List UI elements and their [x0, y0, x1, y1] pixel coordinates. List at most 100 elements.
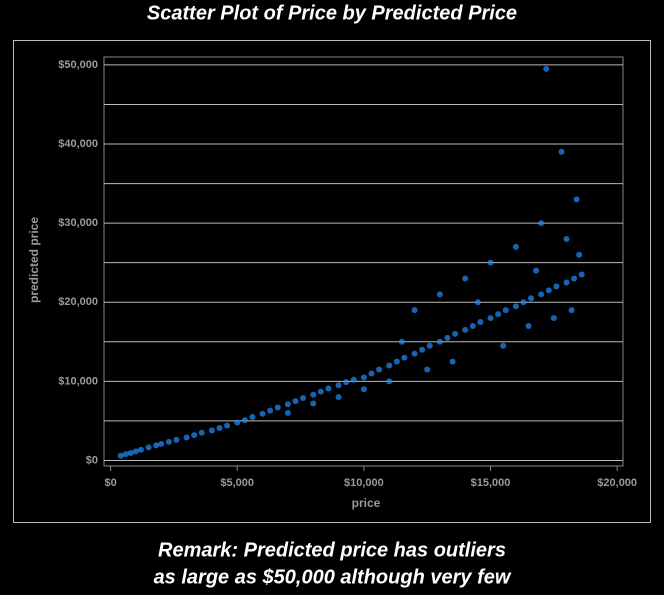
point	[274, 404, 281, 411]
point	[533, 267, 540, 274]
point	[462, 326, 469, 333]
point	[477, 319, 484, 326]
point	[122, 451, 129, 458]
point	[545, 287, 552, 294]
point	[525, 322, 532, 329]
point	[191, 432, 198, 439]
point	[325, 385, 332, 392]
point	[368, 370, 375, 377]
y-tick-label: $40,000	[58, 138, 98, 150]
point	[543, 65, 550, 72]
point	[335, 394, 342, 401]
point	[165, 438, 172, 445]
point	[132, 448, 139, 455]
point	[553, 283, 560, 290]
point	[563, 279, 570, 286]
point	[419, 346, 426, 353]
point	[117, 452, 124, 459]
point	[563, 235, 570, 242]
point	[398, 338, 405, 345]
point	[393, 358, 400, 365]
point	[158, 440, 165, 447]
point	[234, 419, 241, 426]
chart-title: Scatter Plot of Price by Predicted Price	[147, 2, 517, 24]
point	[224, 422, 231, 429]
point	[343, 379, 350, 386]
point	[512, 303, 519, 310]
point	[317, 388, 324, 395]
point	[411, 307, 418, 314]
point	[300, 394, 307, 401]
point	[469, 322, 476, 329]
point	[267, 407, 274, 414]
point	[436, 338, 443, 345]
point	[183, 434, 190, 441]
point	[198, 429, 205, 436]
point	[495, 311, 502, 318]
point	[249, 413, 256, 420]
point	[538, 220, 545, 227]
point	[528, 295, 535, 302]
point	[573, 196, 580, 203]
point	[292, 398, 299, 405]
point	[576, 251, 583, 258]
remark: Remark: Predicted price has outliers	[158, 539, 506, 561]
point	[284, 409, 291, 416]
point	[487, 259, 494, 266]
point	[386, 362, 393, 369]
point	[386, 378, 393, 385]
x-tick-label: $20,000	[597, 477, 637, 489]
point	[578, 271, 585, 278]
point	[216, 425, 223, 432]
x-tick-label: $10,000	[344, 477, 384, 489]
point	[310, 391, 317, 398]
point	[360, 374, 367, 381]
point	[520, 299, 527, 306]
point	[449, 358, 456, 365]
point	[284, 401, 291, 408]
y-axis-label: predicted price	[27, 217, 41, 303]
point	[241, 417, 248, 424]
point	[550, 315, 557, 322]
point	[500, 342, 507, 349]
point	[411, 350, 418, 357]
y-tick-label: $30,000	[58, 217, 98, 229]
point	[487, 315, 494, 322]
point	[335, 382, 342, 389]
x-axis-label: price	[352, 496, 381, 510]
y-tick-label: $50,000	[58, 59, 98, 71]
point	[350, 376, 357, 383]
chart-frame	[13, 40, 651, 523]
point	[426, 342, 433, 349]
x-tick-label: $15,000	[471, 477, 511, 489]
y-tick-label: $10,000	[58, 375, 98, 387]
point	[310, 400, 317, 407]
point	[401, 354, 408, 361]
point	[145, 444, 152, 451]
y-tick-label: $20,000	[58, 296, 98, 308]
point	[376, 366, 383, 373]
point	[444, 334, 451, 341]
y-tick-label: $0	[86, 454, 98, 466]
point	[568, 307, 575, 314]
point	[538, 291, 545, 298]
point	[452, 330, 459, 337]
point	[259, 410, 266, 417]
point	[436, 291, 443, 298]
point	[512, 243, 519, 250]
x-tick-label: $0	[104, 477, 116, 489]
point	[558, 148, 565, 155]
point	[462, 275, 469, 282]
point	[208, 427, 215, 434]
remark: as large as $50,000 although very few	[154, 566, 512, 588]
point	[360, 386, 367, 393]
point	[153, 442, 160, 449]
point	[502, 307, 509, 314]
point	[424, 366, 431, 373]
point	[474, 299, 481, 306]
point	[173, 436, 180, 443]
point	[137, 446, 144, 453]
